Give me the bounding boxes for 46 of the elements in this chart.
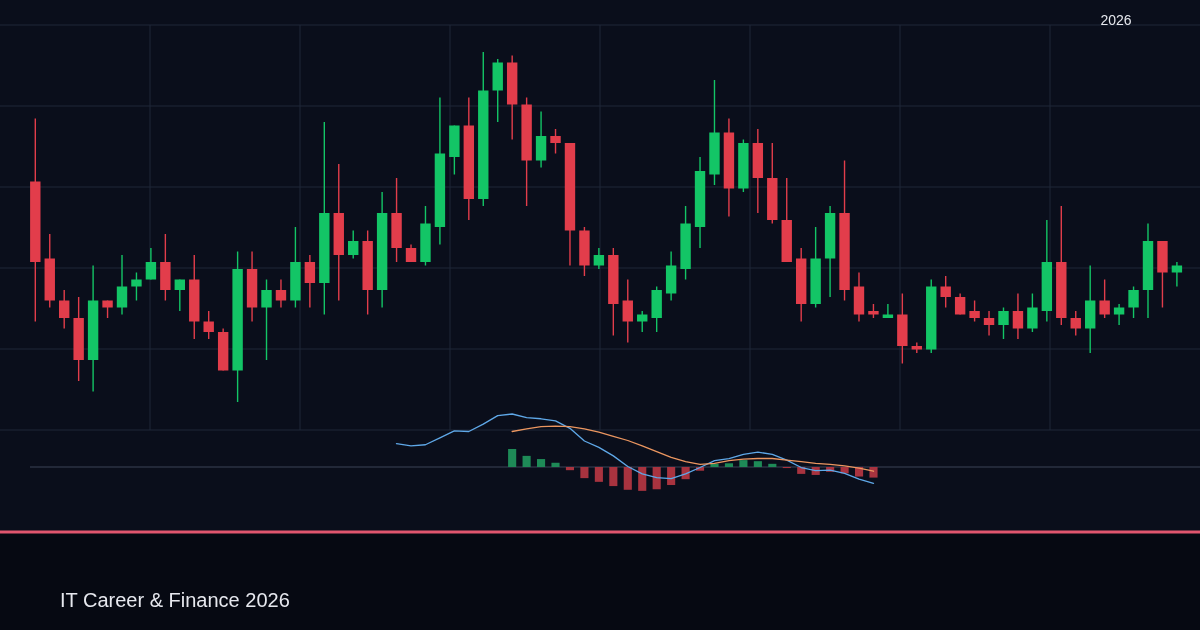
bar	[869, 467, 878, 478]
candlestick	[203, 310, 214, 340]
candlestick	[969, 299, 980, 323]
candlestick	[304, 254, 316, 309]
candlestick	[593, 247, 605, 270]
candlestick	[998, 306, 1009, 340]
candlestick	[637, 310, 648, 333]
candlestick	[348, 229, 359, 260]
candlestick	[131, 271, 142, 302]
bar	[753, 461, 762, 467]
candlestick	[59, 289, 70, 330]
candlestick	[1070, 310, 1081, 337]
candlestick	[174, 278, 186, 312]
candlestick	[1171, 261, 1183, 288]
candlestick	[1128, 285, 1139, 319]
bar	[508, 448, 517, 467]
candlestick	[954, 292, 966, 316]
bar	[739, 460, 748, 467]
candlestick	[1027, 292, 1038, 333]
bar	[667, 467, 676, 486]
bar	[623, 467, 632, 490]
bar	[609, 467, 618, 487]
bar	[537, 459, 546, 467]
candlestick	[116, 254, 128, 316]
candlestick	[275, 278, 287, 309]
candlestick	[1099, 278, 1110, 319]
bar	[565, 467, 575, 471]
bar	[522, 455, 531, 467]
bar	[580, 467, 589, 479]
text: 2026	[1100, 12, 1132, 28]
candlestick	[622, 278, 633, 344]
candlestick	[145, 247, 157, 281]
text: IT Career & Finance 2026	[60, 589, 290, 611]
candlestick	[1113, 303, 1125, 326]
bar	[594, 467, 603, 482]
candlestick	[550, 128, 561, 155]
candlestick	[261, 278, 272, 361]
bar	[652, 467, 661, 490]
bar	[724, 463, 734, 467]
candlestick	[983, 310, 995, 337]
candlestick	[1012, 292, 1024, 340]
bar	[551, 462, 560, 467]
candlestick	[940, 275, 951, 309]
bar	[710, 463, 719, 467]
bar	[768, 463, 777, 467]
bar	[638, 467, 647, 491]
